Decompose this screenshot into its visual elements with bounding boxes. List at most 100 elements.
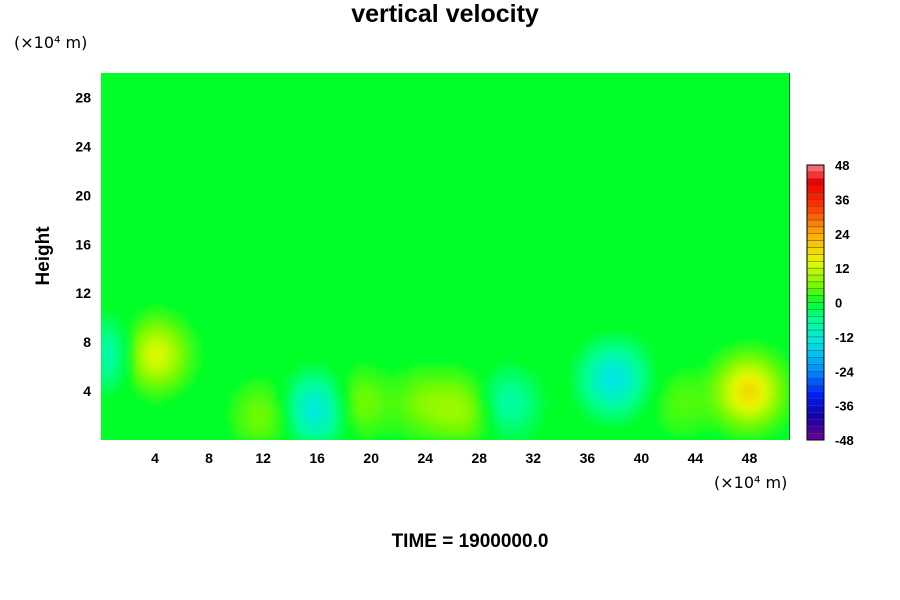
heatmap-cell [721, 388, 729, 395]
heatmap-cell [404, 430, 412, 436]
heatmap-cell [292, 425, 301, 432]
heatmap-cell [181, 341, 189, 348]
heatmap-cell [379, 374, 388, 381]
heatmap-cell [330, 374, 338, 381]
heatmap-cell [274, 425, 282, 432]
y-tick-label: 4 [83, 383, 91, 399]
heatmap-cell [715, 351, 723, 357]
heatmap-cell [348, 388, 356, 395]
heatmap-cell [143, 323, 152, 330]
colorbar-band [806, 261, 825, 269]
heatmap-cell [336, 393, 344, 399]
heatmap-cell [733, 416, 741, 422]
heatmap-cell [292, 374, 301, 381]
heatmap-cell [621, 332, 630, 339]
heatmap-cell [429, 420, 437, 427]
heatmap-cell [299, 430, 307, 436]
heatmap-cell [770, 346, 779, 353]
colorbar-band [806, 350, 825, 358]
heatmap-cell [261, 411, 270, 418]
heatmap-cell [746, 360, 754, 367]
heatmap-cell [646, 374, 654, 381]
heatmap-cell [106, 369, 114, 376]
heatmap-cell [423, 383, 431, 390]
heatmap-cell [174, 388, 183, 395]
heatmap-cell [590, 416, 599, 422]
heatmap-cell [299, 369, 307, 376]
heatmap-cell [317, 416, 325, 422]
heatmap-cell [485, 379, 493, 385]
heatmap-cell [783, 397, 790, 404]
heatmap-cell [609, 402, 617, 408]
heatmap-cell [696, 379, 704, 385]
heatmap-cell [299, 434, 307, 440]
heatmap-cell [299, 374, 307, 381]
heatmap-cell [472, 434, 481, 440]
x-tick-label: 8 [205, 450, 213, 466]
heatmap-cell [510, 388, 518, 395]
heatmap-cell [112, 346, 121, 353]
heatmap-cell [603, 416, 611, 422]
heatmap-cell [708, 369, 717, 376]
heatmap-cell [597, 351, 605, 357]
heatmap-cell [572, 369, 580, 376]
heatmap-cell [143, 346, 152, 353]
heatmap-cell [150, 304, 158, 311]
x-tick-label: 48 [742, 450, 758, 466]
heatmap-cell [746, 425, 754, 432]
heatmap-cell [143, 351, 152, 357]
heatmap-cell [174, 351, 183, 357]
heatmap-cell [578, 374, 586, 381]
heatmap-cell [454, 425, 462, 432]
heatmap-cell [472, 430, 481, 436]
heatmap-cell [417, 434, 425, 440]
heatmap-cell [106, 351, 114, 357]
heatmap-cell [162, 341, 170, 348]
heatmap-cell [131, 355, 139, 362]
heatmap-cell [721, 351, 729, 357]
heatmap-cell [752, 416, 760, 422]
heatmap-cell [237, 411, 245, 418]
heatmap-cell [150, 360, 158, 367]
heatmap-cell [187, 360, 195, 367]
heatmap-cell [609, 360, 617, 367]
heatmap-cell [181, 323, 189, 330]
heatmap-cell [255, 425, 263, 432]
heatmap-cell [181, 383, 189, 390]
heatmap-cell [286, 406, 294, 413]
heatmap-cell [783, 365, 790, 371]
heatmap-cell [615, 397, 623, 404]
heatmap-cell [448, 411, 456, 418]
heatmap-cell [404, 388, 412, 395]
heatmap-cell [274, 406, 282, 413]
heatmap-cell [721, 425, 729, 432]
heatmap-cell [702, 411, 710, 418]
colorbar-band [806, 364, 825, 372]
heatmap-cell [460, 425, 468, 432]
heatmap-cell [733, 411, 741, 418]
heatmap-cell [696, 402, 704, 408]
time-label: TIME = 1900000.0 [391, 531, 549, 552]
heatmap-cell [330, 420, 338, 427]
heatmap-cell [764, 379, 772, 385]
heatmap-cell [491, 416, 499, 422]
heatmap-cell [510, 406, 518, 413]
heatmap-cell [777, 416, 785, 422]
colorbar-tick-label: -48 [835, 433, 854, 448]
heatmap-cell [746, 383, 754, 390]
heatmap-cell [696, 369, 704, 376]
heatmap-cell [727, 393, 735, 399]
heatmap-cell [584, 374, 592, 381]
heatmap-cell [373, 388, 381, 395]
heatmap-cell [770, 425, 779, 432]
heatmap-cell [491, 420, 499, 427]
heatmap-cell [615, 332, 623, 339]
heatmap-cell [441, 393, 450, 399]
heatmap-cell [348, 379, 356, 385]
heatmap-cell [783, 388, 790, 395]
heatmap-cell [609, 406, 617, 413]
heatmap-cell [373, 393, 381, 399]
colorbar-band [806, 391, 825, 399]
heatmap-cell [683, 383, 692, 390]
heatmap-cell [174, 360, 183, 367]
